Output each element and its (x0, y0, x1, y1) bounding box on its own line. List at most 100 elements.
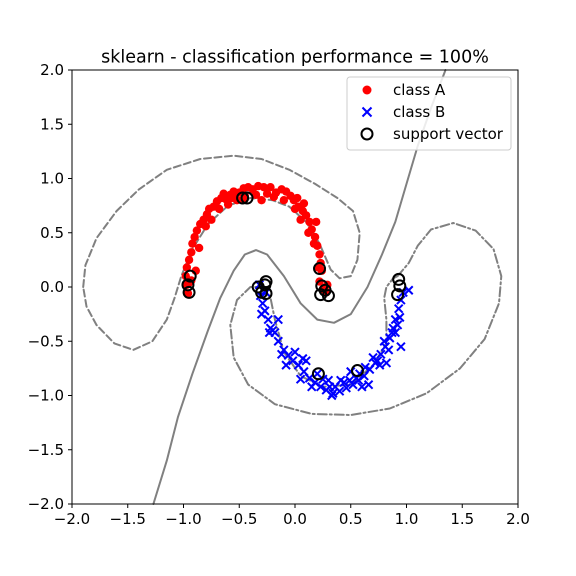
point-class-b (395, 312, 405, 323)
point-support-vector (181, 278, 195, 292)
point-class-a (310, 232, 320, 242)
point-class-b (383, 345, 394, 355)
data-points (181, 181, 414, 401)
point-class-b (273, 336, 283, 346)
boundary-margin-a (82, 154, 361, 351)
point-class-a (290, 204, 300, 214)
x-tick-label: 1.5 (450, 510, 474, 528)
point-class-b (344, 375, 355, 386)
point-class-a (293, 193, 302, 203)
point-class-b (318, 374, 328, 384)
point-support-vector (236, 191, 250, 205)
axes: −2.0−2.0 −1.5 −1.5 −1.0 −1.0 −0.5 −0.5 0.0 0.0 0.… (28, 61, 530, 528)
series-class-A (181, 181, 332, 298)
point-class-b (390, 327, 401, 338)
point-class-b (315, 382, 326, 392)
point-class-a (182, 263, 192, 272)
point-class-a (305, 217, 314, 227)
point-support-vector (182, 285, 196, 299)
point-class-b (276, 349, 287, 359)
point-class-a (309, 239, 319, 248)
y-tick-label: 2.0 (40, 61, 64, 79)
x-tick-label: −1.0 (165, 510, 201, 528)
y-tick-label: −2.0 (28, 495, 64, 513)
point-class-a (194, 243, 204, 253)
point-class-b (396, 341, 406, 352)
point-class-a (269, 192, 279, 202)
point-class-b (273, 314, 283, 325)
point-class-b (281, 360, 291, 370)
point-class-a (223, 200, 233, 209)
point-class-b (341, 383, 351, 393)
point-class-b (307, 382, 317, 392)
x-tick-label: −2.0 (54, 510, 90, 528)
point-support-vector (391, 288, 405, 302)
point-class-a (304, 228, 313, 237)
point-class-b (375, 360, 385, 370)
point-support-vector (311, 367, 325, 381)
point-class-a (259, 182, 268, 192)
point-support-vector (314, 288, 328, 302)
point-class-b (376, 349, 386, 359)
point-class-b (357, 382, 367, 392)
point-class-b (290, 347, 300, 357)
point-class-a (262, 189, 272, 198)
point-class-a (184, 255, 194, 265)
point-class-b (379, 336, 389, 346)
point-class-a (315, 250, 324, 259)
point-class-b (336, 375, 346, 386)
point-class-a (251, 190, 261, 199)
y-tick-label: −1.0 (28, 387, 64, 405)
point-class-a (219, 189, 228, 198)
y-tick-label: −1.5 (28, 441, 64, 459)
point-support-vector (392, 272, 406, 286)
legend-marker-class-b (361, 106, 373, 118)
point-class-a (187, 248, 196, 257)
point-class-b (363, 379, 374, 390)
point-class-a (266, 182, 275, 192)
point-support-vector (350, 364, 364, 378)
point-class-a (299, 199, 309, 208)
point-support-vector (240, 191, 254, 205)
point-class-a (311, 217, 321, 227)
point-class-b (257, 298, 268, 308)
point-class-a (192, 226, 202, 235)
point-class-a (207, 215, 216, 224)
x-tick-label: 2.0 (506, 510, 530, 528)
chart-title: sklearn - classification performance = 1… (101, 48, 489, 68)
y-tick-label: 0.0 (40, 278, 64, 296)
point-support-vector (183, 269, 197, 283)
point-support-vector (259, 287, 273, 301)
y-tick-label: 1.5 (40, 115, 64, 133)
y-tick-label: −0.5 (28, 332, 64, 350)
point-class-b (381, 358, 392, 368)
point-class-a (227, 193, 236, 203)
point-support-vector (313, 262, 327, 276)
point-class-b (393, 303, 404, 314)
point-class-b (392, 320, 403, 330)
point-class-a (279, 196, 289, 205)
x-tick-label: 0.5 (339, 510, 363, 528)
x-tick-label: 1.0 (395, 510, 419, 528)
series-support-vector (181, 191, 407, 381)
y-tick-label: 1.0 (40, 170, 64, 188)
point-class-b (264, 327, 275, 338)
point-class-a (214, 204, 224, 214)
point-class-a (188, 239, 197, 248)
legend-box (346, 76, 512, 151)
y-tick-label: 0.5 (40, 224, 64, 242)
point-class-b (295, 374, 306, 384)
point-class-a (201, 222, 210, 231)
point-class-a (296, 215, 305, 224)
point-support-vector (393, 279, 407, 293)
legend: class A class B support vector (346, 76, 512, 151)
legend-marker-support-vector (360, 127, 374, 141)
point-class-b (256, 309, 267, 319)
legend-marker-class-a (362, 85, 372, 95)
x-tick-label: −1.5 (110, 510, 146, 528)
point-class-b (324, 382, 335, 392)
point-class-b (298, 353, 308, 364)
point-class-b (327, 390, 337, 401)
legend-label-class-b: class B (393, 103, 445, 121)
